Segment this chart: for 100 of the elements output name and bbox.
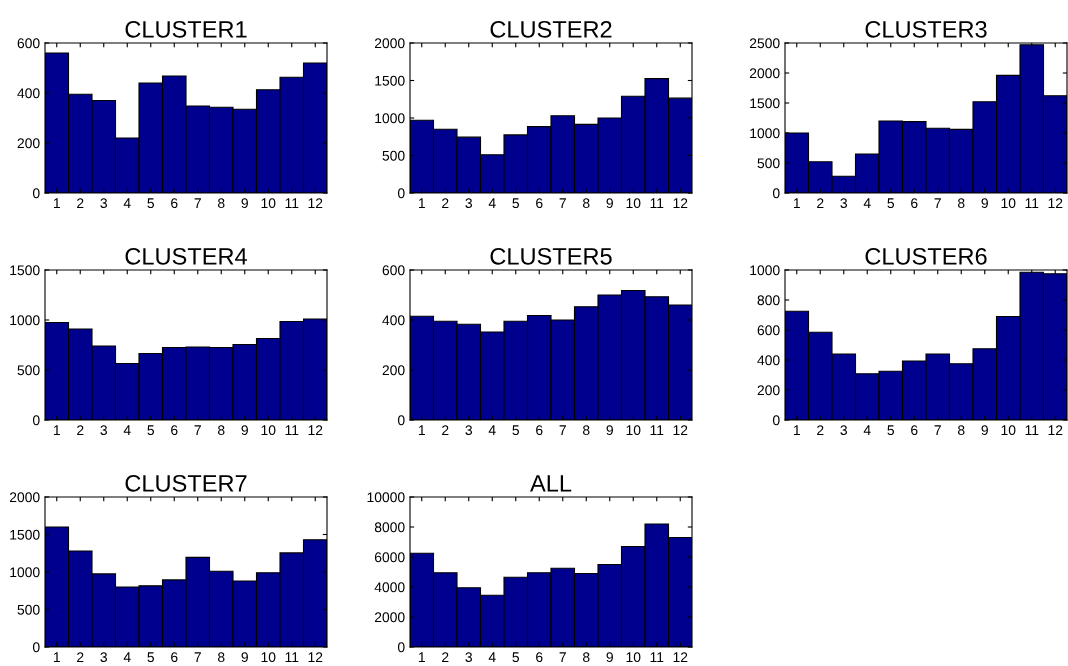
y-tick-label: 2500 — [749, 38, 780, 49]
x-tick-label: 6 — [171, 198, 178, 209]
chart-title: CLUSTER4 — [125, 247, 247, 265]
x-tick-label: 6 — [911, 425, 918, 436]
x-tick-label: 4 — [488, 198, 496, 208]
y-tick-label: 1500 — [375, 75, 405, 86]
x-tick-label: 6 — [536, 425, 543, 436]
x-tick-label: 8 — [957, 198, 965, 209]
y-tick-label: 1000 — [10, 567, 40, 578]
x-tick-label: 11 — [285, 652, 299, 662]
y-tick-label: 1000 — [750, 265, 780, 276]
x-tick-label: 11 — [1025, 198, 1039, 208]
x-tick-label: 4 — [123, 425, 131, 435]
chart-title: CLUSTER6 — [865, 247, 987, 265]
x-tick-label: 8 — [582, 652, 590, 663]
y-tick-label: 0 — [32, 188, 40, 199]
x-tick-label: 7 — [194, 652, 201, 662]
x-tick-label: 6 — [171, 652, 178, 663]
x-tick-label: 6 — [911, 198, 918, 209]
y-tick-label: 400 — [757, 355, 780, 366]
y-tick-label: 0 — [772, 415, 780, 426]
x-tick-label: 8 — [217, 652, 225, 663]
x-tick-label: 10 — [261, 425, 276, 436]
y-tick-label: 2000 — [374, 612, 405, 623]
x-tick-label: 1 — [418, 652, 425, 662]
x-tick-label: 7 — [559, 652, 566, 662]
x-tick-label: 5 — [512, 425, 520, 436]
x-tick-label: 5 — [147, 652, 155, 663]
x-tick-label: 11 — [285, 425, 299, 435]
y-tick-label: 2000 — [374, 38, 405, 49]
y-tick-label: 200 — [757, 385, 780, 396]
y-tick-label: 0 — [397, 642, 405, 653]
x-tick-label: 3 — [100, 652, 107, 663]
x-tick-label: 5 — [147, 425, 155, 436]
x-tick-label: 9 — [241, 198, 248, 209]
x-tick-label: 8 — [582, 425, 590, 436]
y-tick-label: 0 — [772, 188, 780, 199]
x-tick-label: 3 — [100, 425, 107, 436]
x-tick-label: 7 — [934, 425, 941, 435]
x-tick-label: 12 — [1048, 198, 1063, 208]
y-tick-label: 600 — [17, 38, 40, 49]
x-tick-label: 11 — [650, 425, 664, 435]
y-tick-label: 1500 — [750, 98, 780, 109]
x-tick-label: 3 — [840, 198, 847, 209]
x-tick-label: 11 — [285, 198, 299, 208]
x-tick-label: 1 — [418, 198, 425, 208]
y-tick-label: 0 — [397, 415, 405, 426]
x-tick-label: 8 — [217, 425, 225, 436]
y-tick-label: 500 — [757, 158, 780, 169]
x-tick-label: 12 — [1048, 425, 1063, 435]
y-tick-label: 8000 — [374, 522, 405, 533]
x-tick-label: 2 — [442, 652, 449, 662]
x-tick-label: 7 — [194, 425, 201, 435]
x-tick-label: 10 — [626, 425, 641, 436]
x-tick-label: 4 — [863, 198, 871, 208]
x-tick-label: 10 — [261, 652, 276, 663]
x-tick-label: 11 — [650, 198, 664, 208]
x-tick-label: 12 — [308, 425, 323, 435]
y-tick-label: 500 — [382, 150, 405, 161]
chart-title: CLUSTER3 — [865, 20, 987, 38]
x-tick-label: 2 — [77, 198, 84, 208]
x-tick-label: 2 — [77, 652, 84, 662]
y-tick-label: 1500 — [10, 265, 40, 276]
x-tick-label: 10 — [1001, 198, 1016, 209]
x-tick-label: 9 — [606, 652, 613, 663]
y-tick-label: 1000 — [10, 315, 40, 326]
y-tick-label: 1500 — [10, 529, 40, 540]
y-tick-label: 2000 — [9, 492, 40, 503]
x-tick-label: 10 — [626, 652, 641, 663]
x-tick-label: 5 — [887, 425, 895, 436]
chart-title: CLUSTER7 — [125, 474, 247, 492]
x-tick-label: 5 — [147, 198, 155, 209]
x-tick-label: 9 — [606, 198, 613, 209]
y-tick-label: 1000 — [375, 113, 405, 124]
x-tick-label: 3 — [465, 652, 472, 663]
x-tick-label: 1 — [53, 425, 60, 435]
x-tick-label: 1 — [53, 198, 60, 208]
chart-title: CLUSTER1 — [125, 20, 247, 38]
x-tick-label: 7 — [194, 198, 201, 208]
x-tick-label: 5 — [512, 652, 520, 663]
x-tick-label: 9 — [981, 198, 988, 209]
x-tick-label: 11 — [650, 652, 664, 662]
x-tick-label: 9 — [606, 425, 613, 436]
x-tick-label: 8 — [582, 198, 590, 209]
x-tick-label: 5 — [887, 198, 895, 209]
x-tick-label: 4 — [488, 652, 496, 662]
x-tick-label: 1 — [793, 198, 800, 208]
x-tick-label: 7 — [559, 198, 566, 208]
x-tick-label: 12 — [673, 198, 688, 208]
x-tick-label: 12 — [308, 198, 323, 208]
chart-title: CLUSTER2 — [490, 20, 612, 38]
y-tick-label: 500 — [17, 365, 40, 376]
x-tick-label: 7 — [559, 425, 566, 435]
x-tick-label: 4 — [123, 652, 131, 662]
x-tick-label: 6 — [171, 425, 178, 436]
x-tick-label: 1 — [793, 425, 800, 435]
x-tick-label: 9 — [981, 425, 988, 436]
x-tick-label: 1 — [418, 425, 425, 435]
x-tick-label: 7 — [934, 198, 941, 208]
chart-title: ALL — [530, 475, 572, 492]
